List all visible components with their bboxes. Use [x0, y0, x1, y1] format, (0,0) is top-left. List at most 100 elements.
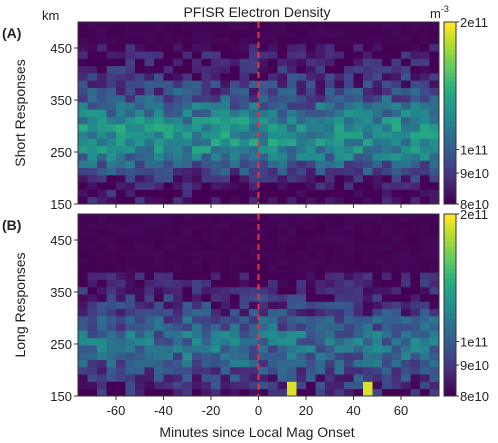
heatmap-cell: [401, 160, 411, 168]
heatmap-cell: [154, 301, 164, 310]
heatmap-cell: [429, 235, 440, 244]
heatmap-cell: [182, 51, 193, 59]
heatmap-cell: [144, 116, 155, 125]
heatmap-cell: [420, 138, 430, 147]
heatmap-cell: [315, 102, 326, 110]
heatmap-cell: [382, 228, 392, 237]
heatmap-cell: [192, 43, 202, 52]
heatmap-cell: [258, 337, 269, 346]
heatmap-cell: [315, 337, 326, 346]
heatmap-cell: [287, 167, 297, 176]
heatmap-cell: [391, 352, 402, 360]
heatmap-cell: [211, 294, 221, 302]
heatmap-cell: [78, 323, 88, 331]
heatmap-cell: [78, 29, 88, 37]
heatmap-cell: [325, 330, 335, 339]
heatmap-cell: [353, 308, 364, 317]
heatmap-cell: [401, 22, 411, 30]
heatmap-cell: [372, 301, 383, 310]
heatmap-cell: [249, 182, 259, 190]
heatmap-cell: [315, 257, 326, 266]
heatmap-cell: [230, 80, 240, 88]
heatmap-cell: [154, 138, 164, 147]
colorbar-frame: [443, 213, 457, 397]
heatmap-cell: [249, 214, 259, 222]
heatmap-cell: [325, 257, 335, 266]
heatmap-cell: [106, 72, 117, 81]
heatmap-cell: [163, 116, 174, 125]
heatmap-cell: [211, 337, 221, 346]
heatmap-cell: [372, 116, 383, 125]
heatmap-cell: [182, 250, 193, 259]
heatmap-cell: [277, 58, 288, 67]
heatmap-cell: [106, 80, 117, 88]
heatmap-cell: [344, 257, 354, 266]
heatmap-cell: [135, 102, 145, 110]
heatmap-cell: [325, 323, 335, 331]
heatmap-cell: [277, 174, 288, 183]
y-tick-label: 150: [50, 389, 72, 404]
heatmap-cell: [211, 29, 221, 37]
heatmap-cell: [97, 160, 107, 168]
heatmap-cell: [163, 366, 174, 375]
heatmap-cell: [277, 301, 288, 310]
heatmap-cell: [116, 58, 126, 67]
heatmap-cell: [391, 294, 402, 302]
heatmap-cell: [401, 174, 411, 183]
heatmap-cell: [97, 388, 107, 397]
heatmap-cell: [249, 51, 259, 59]
heatmap-cell: [163, 72, 174, 81]
heatmap-cell: [372, 138, 383, 147]
heatmap-cell: [344, 138, 354, 147]
heatmap-cell: [382, 345, 392, 353]
heatmap-cell: [144, 72, 155, 81]
heatmap-cell: [420, 345, 430, 353]
heatmap-cell: [230, 366, 240, 375]
heatmap-cell: [296, 330, 307, 339]
heatmap-cell: [87, 94, 98, 103]
heatmap-cell: [401, 196, 411, 205]
heatmap-cell: [135, 58, 145, 67]
heatmap-cell: [106, 250, 117, 259]
heatmap-cell: [296, 374, 307, 382]
heatmap-cell: [391, 87, 402, 96]
heatmap-cell: [306, 102, 316, 110]
heatmap-cell: [239, 286, 250, 295]
heatmap-cell: [287, 250, 297, 259]
heatmap-cell: [391, 279, 402, 288]
heatmap-cell: [277, 264, 288, 273]
heatmap-cell: [334, 72, 345, 81]
heatmap-cell: [230, 323, 240, 331]
heatmap-cell: [315, 80, 326, 88]
heatmap-cell: [306, 286, 316, 295]
heatmap-cell: [78, 257, 88, 266]
heatmap-cell: [249, 315, 259, 324]
heatmap-cell: [258, 264, 269, 273]
heatmap-cell: [315, 51, 326, 59]
heatmap-cell: [334, 58, 345, 67]
heatmap-cell: [230, 138, 240, 147]
heatmap-cell: [144, 381, 155, 390]
heatmap-cell: [135, 301, 145, 310]
heatmap-cell: [382, 131, 392, 139]
heatmap-cell: [125, 388, 136, 397]
heatmap-cell: [401, 388, 411, 397]
heatmap-cell: [391, 308, 402, 317]
heatmap-cell: [97, 308, 107, 317]
heatmap-cell: [211, 43, 221, 52]
colorbar-segment: [444, 386, 456, 392]
heatmap-cell: [78, 279, 88, 288]
heatmap-cell: [211, 352, 221, 360]
heatmap-cell: [201, 182, 212, 190]
heatmap-cell: [258, 323, 269, 331]
heatmap-cell: [391, 301, 402, 310]
heatmap-cell: [315, 43, 326, 52]
heatmap-cell: [201, 301, 212, 310]
heatmap-cell: [344, 36, 354, 45]
heatmap-cell: [220, 388, 231, 397]
heatmap-cell: [211, 286, 221, 295]
heatmap-cell: [306, 381, 316, 390]
heatmap-cell: [173, 228, 183, 237]
heatmap-cell: [268, 214, 278, 222]
heatmap-cell: [163, 374, 174, 382]
